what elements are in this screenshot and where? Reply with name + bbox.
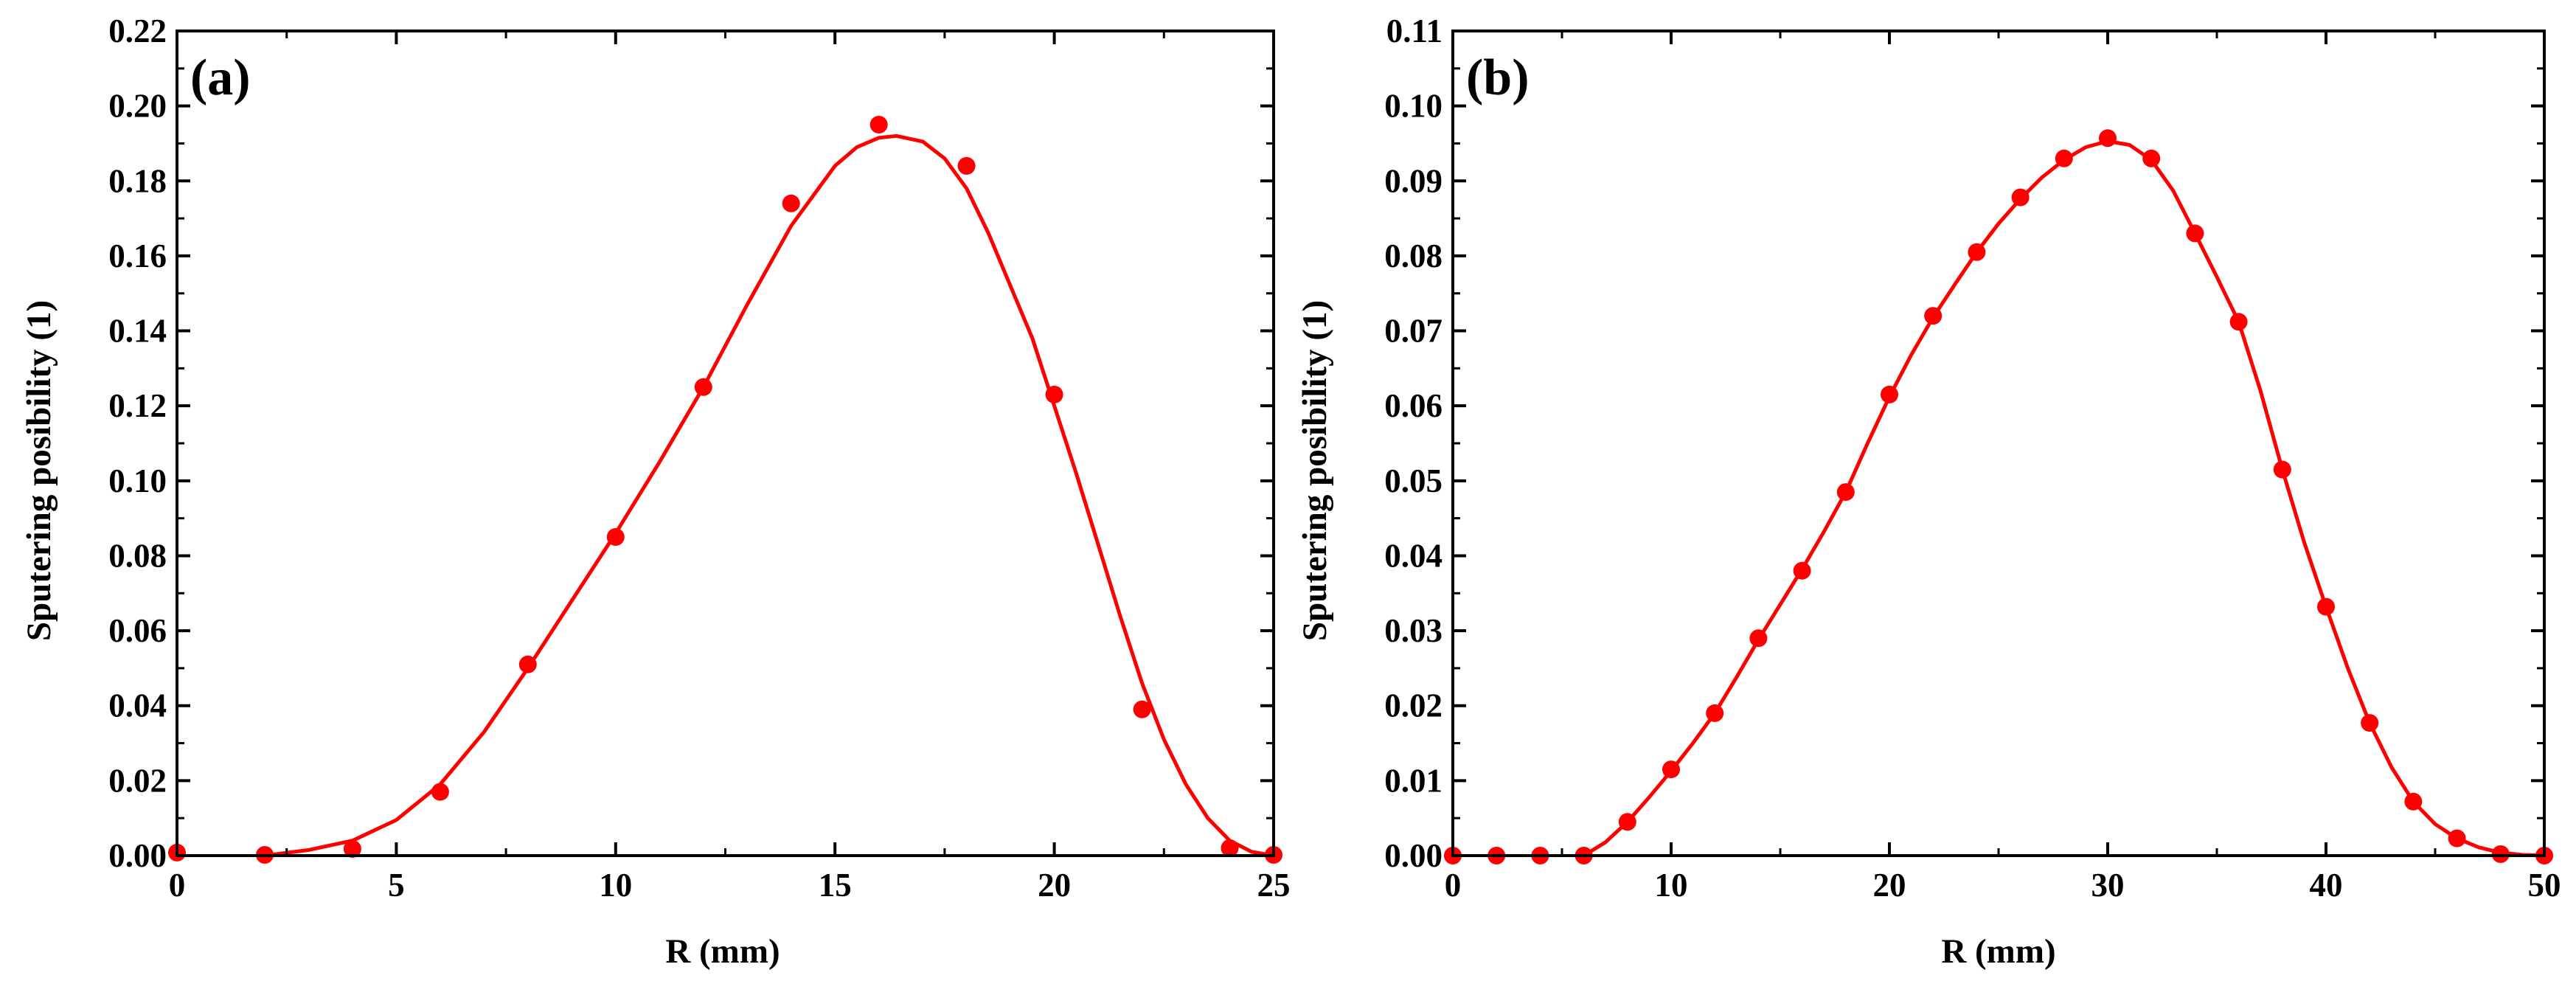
- x-tick-label-b: 0: [1445, 867, 1462, 904]
- x-tick-label-a: 10: [599, 867, 632, 904]
- x-tick-label-b: 20: [1873, 867, 1906, 904]
- x-tick-label-a: 25: [1257, 867, 1291, 904]
- data-point-b: [1968, 243, 1986, 261]
- y-tick-label-b: 0.06: [1384, 387, 1443, 424]
- data-point-a: [957, 156, 976, 175]
- data-point-b: [1793, 561, 1811, 580]
- data-point-b: [1924, 307, 1943, 325]
- plot-frame-b: [1451, 30, 2546, 857]
- y-tick-label-a: 0.04: [108, 687, 167, 724]
- x-tick-label-b: 30: [2091, 867, 2125, 904]
- data-point-b: [2273, 460, 2291, 479]
- y-tick-label-b: 0.09: [1384, 162, 1443, 199]
- data-point-a: [518, 655, 537, 673]
- y-tick-label-a: 0.10: [108, 462, 167, 499]
- x-tick-label-a: 5: [388, 867, 405, 904]
- panel-label-b: (b): [1466, 49, 1530, 106]
- data-point-b: [2229, 313, 2248, 331]
- x-tick-label-a: 0: [169, 867, 186, 904]
- data-point-b: [2361, 714, 2379, 732]
- data-point-a: [694, 378, 712, 396]
- chart-panel-b: (b) R (mm) Sputering posibility (1) 0 10 2…: [1296, 13, 2561, 971]
- data-point-a: [1221, 839, 1239, 857]
- y-tick-label-b: 0.07: [1384, 313, 1443, 350]
- data-point-a: [606, 528, 625, 546]
- y-tick-label-a: 0.14: [108, 313, 167, 350]
- fit-curve-b: [1582, 139, 2547, 858]
- chart-panel-a: (a) R (mm) Sputering posibility (1) 0 5 10…: [20, 13, 1291, 971]
- data-point-a: [782, 194, 800, 212]
- data-point-b: [1662, 760, 1680, 779]
- plot-frame-a: [176, 30, 1275, 857]
- x-tick-label-b: 40: [2310, 867, 2343, 904]
- data-point-b: [2142, 149, 2161, 167]
- data-point-b: [2099, 129, 2117, 148]
- x-axis-title-b: R (mm): [1941, 932, 2055, 971]
- x-axis-title-a: R (mm): [665, 932, 780, 971]
- y-tick-label-a: 0.12: [108, 387, 167, 424]
- data-point-b: [2317, 597, 2335, 616]
- x-tick-label-a: 20: [1038, 867, 1071, 904]
- data-point-a: [1045, 385, 1063, 403]
- y-tick-label-b: 0.08: [1384, 238, 1443, 274]
- panel-label-a: (a): [190, 49, 251, 106]
- y-tick-label-b: 0.05: [1384, 462, 1443, 499]
- x-tick-label-b: 10: [1655, 867, 1688, 904]
- y-tick-label-b: 0.11: [1386, 13, 1443, 49]
- data-point-b: [1618, 813, 1636, 831]
- y-tick-label-a: 0.06: [108, 612, 167, 649]
- y-tick-label-a: 0.02: [108, 762, 167, 799]
- y-tick-label-a: 0.00: [108, 837, 167, 874]
- y-axis-title-b: Sputering posibility (1): [1296, 300, 1334, 641]
- y-axis-title-a: Sputering posibility (1): [20, 300, 58, 641]
- x-tick-label-a: 15: [819, 867, 852, 904]
- x-tick-label-b: 50: [2528, 867, 2561, 904]
- data-point-b: [1749, 629, 1768, 648]
- y-tick-label-b: 0.02: [1384, 687, 1443, 724]
- data-point-b: [1881, 385, 1898, 403]
- y-tick-label-a: 0.20: [108, 88, 167, 125]
- data-point-a: [343, 839, 361, 858]
- y-tick-label-b: 0.03: [1384, 612, 1443, 649]
- data-point-b: [2055, 149, 2073, 167]
- y-tick-label-a: 0.16: [108, 238, 167, 274]
- data-point-b: [2404, 792, 2423, 811]
- data-point-a: [431, 783, 449, 801]
- data-point-b: [2186, 224, 2204, 243]
- data-point-a: [869, 116, 888, 134]
- y-tick-label-b: 0.04: [1384, 537, 1443, 574]
- data-point-b: [1706, 704, 1724, 722]
- data-point-b: [1836, 483, 1855, 502]
- fit-curve-a: [263, 134, 1276, 858]
- data-point-b: [2448, 829, 2466, 847]
- y-tick-label-a: 0.08: [108, 537, 167, 574]
- y-tick-label-b: 0.00: [1384, 837, 1443, 874]
- y-tick-label-a: 0.22: [108, 13, 167, 49]
- y-tick-label-b: 0.10: [1384, 88, 1443, 125]
- data-point-a: [1133, 700, 1151, 718]
- data-point-b: [2011, 188, 2030, 207]
- y-tick-label-a: 0.18: [108, 162, 167, 199]
- y-tick-label-b: 0.01: [1384, 762, 1443, 799]
